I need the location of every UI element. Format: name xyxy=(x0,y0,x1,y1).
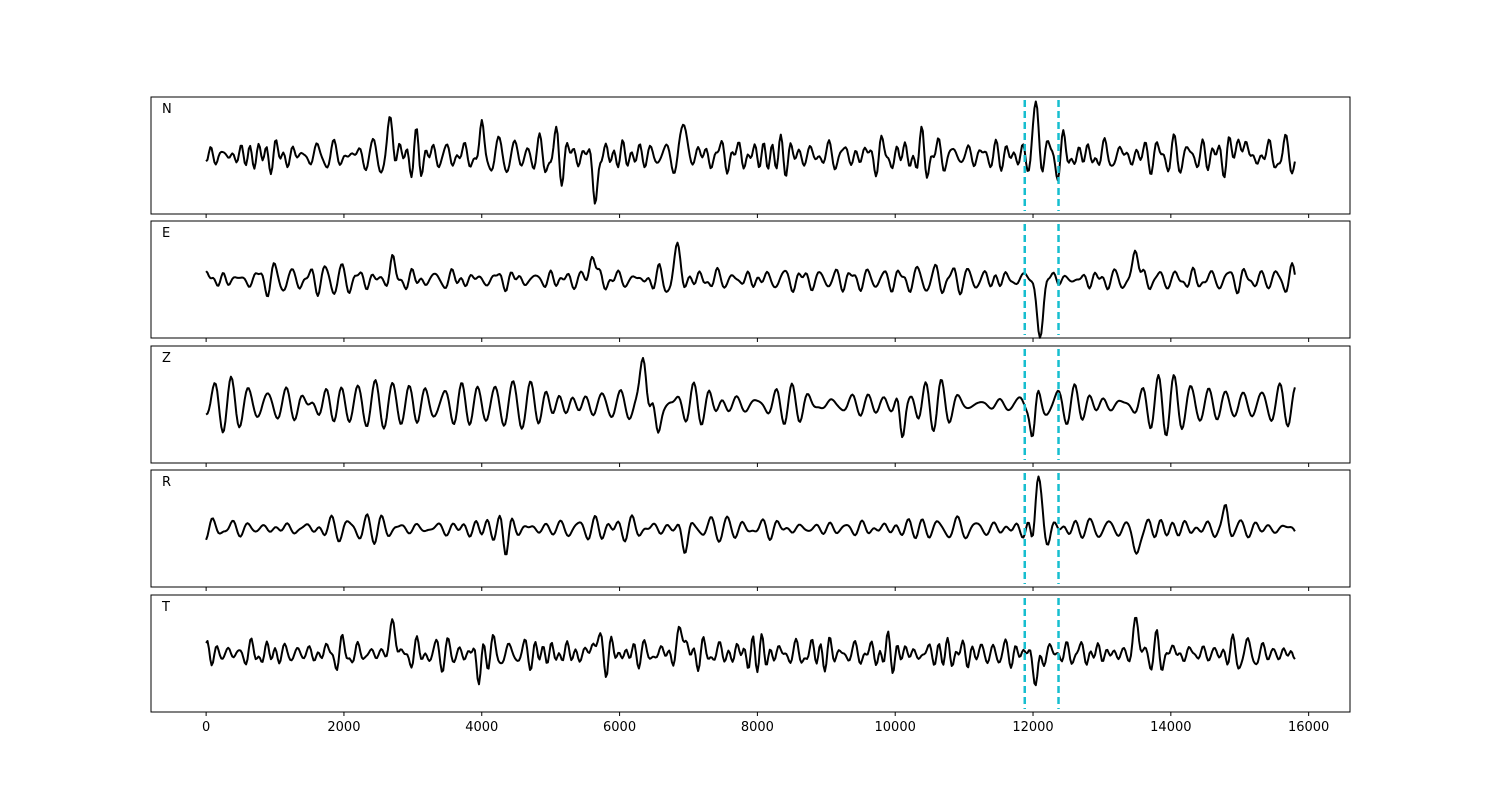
panel-t: T xyxy=(150,594,1351,716)
x-tick-label: 16000 xyxy=(1288,720,1329,735)
x-tick-label: 2000 xyxy=(327,720,360,735)
waveform-line xyxy=(205,475,1296,556)
panel-r: R xyxy=(150,469,1351,591)
x-axis: 0 2000 4000 6000 8000 10000 12000 14000 16000 xyxy=(202,720,1329,735)
panels-layer: N E Z R T xyxy=(150,96,1351,716)
panel-label: N xyxy=(162,102,172,117)
waveform-line xyxy=(205,357,1296,439)
x-tick-label: 0 xyxy=(202,720,210,735)
panel-label: R xyxy=(162,475,171,490)
x-tick-label: 14000 xyxy=(1150,720,1191,735)
panel-frame xyxy=(150,96,1351,215)
x-tick-label: 12000 xyxy=(1012,720,1053,735)
x-tick-label: 6000 xyxy=(603,720,636,735)
waveform-line xyxy=(205,100,1296,205)
x-tick-label: 10000 xyxy=(875,720,916,735)
panel-z: Z xyxy=(150,345,1351,467)
panel-n: N xyxy=(150,96,1351,218)
waveform-line xyxy=(205,616,1296,687)
panel-frame xyxy=(150,469,1351,588)
x-tick-label: 4000 xyxy=(465,720,498,735)
x-tick-label: 8000 xyxy=(741,720,774,735)
waveform-line xyxy=(205,241,1296,339)
panel-label: E xyxy=(162,226,170,241)
panel-label: Z xyxy=(162,351,171,366)
panel-e: E xyxy=(150,220,1351,342)
panel-label: T xyxy=(161,600,170,615)
